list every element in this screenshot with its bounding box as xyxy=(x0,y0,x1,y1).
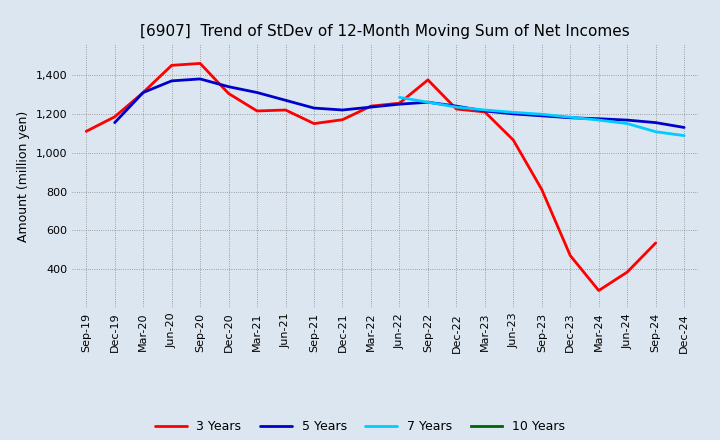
3 Years xyxy=(595,288,603,293)
5 Years xyxy=(110,120,119,125)
3 Years xyxy=(310,121,318,126)
7 Years xyxy=(537,112,546,117)
5 Years xyxy=(282,98,290,103)
5 Years xyxy=(509,111,518,117)
Legend: 3 Years, 5 Years, 7 Years, 10 Years: 3 Years, 5 Years, 7 Years, 10 Years xyxy=(150,415,570,438)
7 Years xyxy=(509,110,518,115)
3 Years xyxy=(480,109,489,114)
5 Years xyxy=(680,125,688,130)
Line: 7 Years: 7 Years xyxy=(400,97,684,136)
7 Years xyxy=(595,117,603,123)
5 Years xyxy=(225,84,233,89)
3 Years xyxy=(82,129,91,134)
3 Years xyxy=(253,108,261,114)
3 Years xyxy=(225,91,233,96)
3 Years xyxy=(509,137,518,143)
5 Years xyxy=(196,76,204,81)
5 Years xyxy=(652,120,660,125)
3 Years xyxy=(366,103,375,109)
7 Years xyxy=(680,133,688,138)
7 Years xyxy=(480,107,489,113)
3 Years xyxy=(652,240,660,246)
7 Years xyxy=(395,95,404,100)
7 Years xyxy=(566,114,575,120)
7 Years xyxy=(652,129,660,134)
7 Years xyxy=(623,121,631,126)
Line: 3 Years: 3 Years xyxy=(86,63,656,290)
5 Years xyxy=(537,113,546,118)
3 Years xyxy=(196,61,204,66)
5 Years xyxy=(423,99,432,105)
5 Years xyxy=(480,108,489,114)
3 Years xyxy=(282,107,290,113)
5 Years xyxy=(566,115,575,121)
3 Years xyxy=(423,77,432,83)
3 Years xyxy=(623,269,631,275)
7 Years xyxy=(452,104,461,110)
3 Years xyxy=(338,117,347,122)
5 Years xyxy=(253,90,261,95)
Y-axis label: Amount (million yen): Amount (million yen) xyxy=(17,110,30,242)
5 Years xyxy=(366,104,375,110)
Line: 5 Years: 5 Years xyxy=(114,79,684,128)
5 Years xyxy=(139,90,148,95)
3 Years xyxy=(566,253,575,258)
5 Years xyxy=(452,103,461,109)
5 Years xyxy=(623,117,631,123)
3 Years xyxy=(110,114,119,119)
7 Years xyxy=(423,99,432,105)
5 Years xyxy=(310,106,318,111)
3 Years xyxy=(452,106,461,112)
5 Years xyxy=(167,78,176,84)
3 Years xyxy=(395,101,404,106)
5 Years xyxy=(338,107,347,113)
3 Years xyxy=(537,187,546,192)
5 Years xyxy=(595,116,603,121)
Title: [6907]  Trend of StDev of 12-Month Moving Sum of Net Incomes: [6907] Trend of StDev of 12-Month Moving… xyxy=(140,24,630,39)
3 Years xyxy=(167,63,176,68)
3 Years xyxy=(139,90,148,95)
5 Years xyxy=(395,102,404,107)
